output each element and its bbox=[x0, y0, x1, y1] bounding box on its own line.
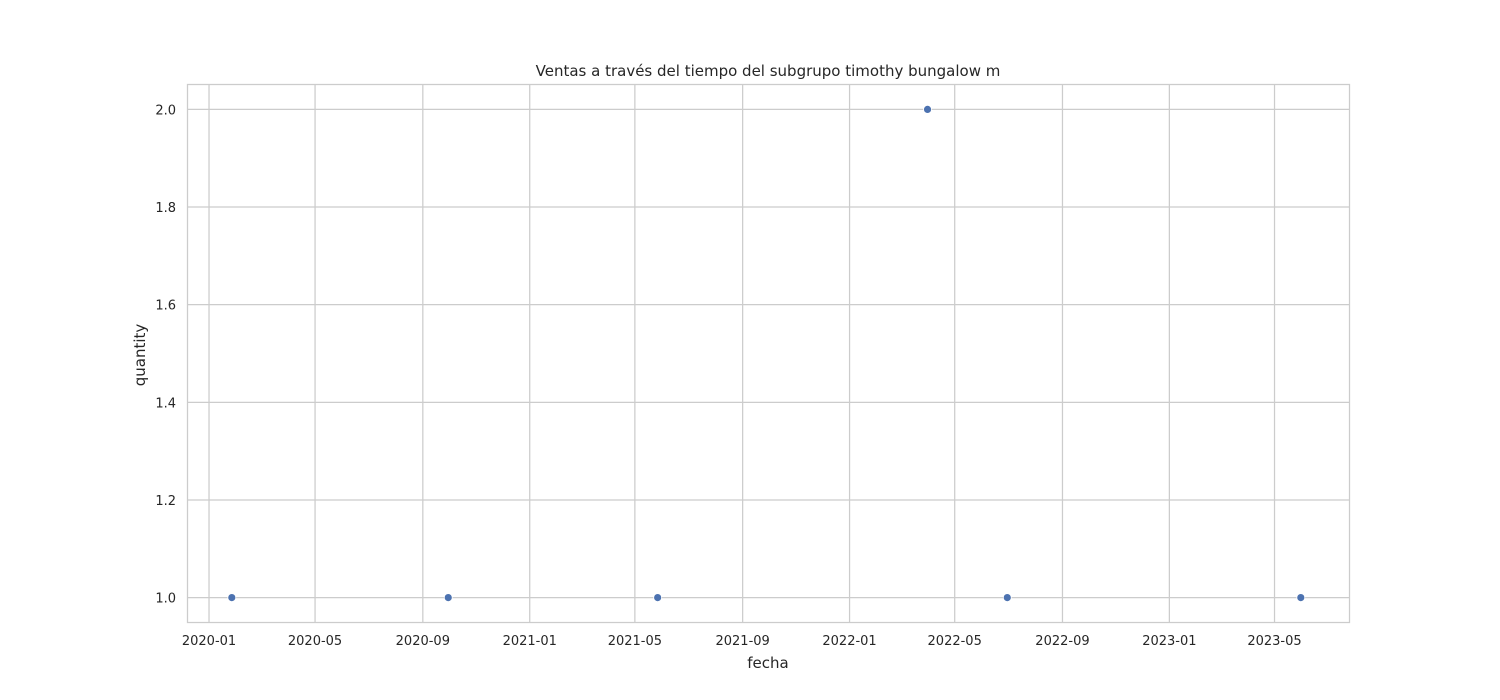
data-point bbox=[923, 105, 932, 114]
data-points bbox=[227, 105, 1306, 602]
x-tick-label: 2021-05 bbox=[608, 634, 662, 649]
y-tick-label: 1.0 bbox=[155, 592, 176, 607]
x-tick-label: 2023-05 bbox=[1247, 634, 1301, 649]
x-tick-label: 2021-09 bbox=[715, 634, 769, 649]
x-tick-label: 2022-01 bbox=[822, 634, 876, 649]
x-tick-label: 2022-09 bbox=[1035, 634, 1089, 649]
y-axis-ticks: 1.0 1.2 1.4 1.6 1.8 2.0 bbox=[155, 103, 176, 606]
grid bbox=[188, 85, 1349, 622]
x-tick-label: 2023-01 bbox=[1142, 634, 1196, 649]
data-point bbox=[443, 593, 453, 602]
x-tick-label: 2020-09 bbox=[396, 634, 450, 649]
y-tick-label: 1.8 bbox=[155, 201, 176, 216]
plot-area-frame bbox=[186, 83, 1351, 624]
x-axis-label: fecha bbox=[747, 654, 788, 672]
data-point bbox=[227, 593, 237, 602]
x-tick-label: 2022-05 bbox=[928, 634, 982, 649]
y-tick-label: 1.6 bbox=[155, 299, 176, 314]
y-tick-label: 1.2 bbox=[155, 494, 176, 509]
x-tick-label: 2021-01 bbox=[503, 634, 557, 649]
y-axis-label: quantity bbox=[131, 324, 149, 387]
x-tick-label: 2020-05 bbox=[288, 634, 342, 649]
y-tick-label: 1.4 bbox=[155, 396, 176, 411]
data-point bbox=[653, 593, 663, 602]
data-point bbox=[1002, 593, 1012, 602]
x-axis-ticks: 2020-01 2020-05 2020-09 2021-01 2021-05 2021-… bbox=[182, 634, 1302, 649]
x-tick-label: 2020-01 bbox=[182, 634, 236, 649]
y-tick-label: 2.0 bbox=[155, 103, 176, 118]
data-point bbox=[1296, 593, 1306, 602]
chart-title: Ventas a través del tiempo del subgrupo … bbox=[536, 62, 1001, 80]
